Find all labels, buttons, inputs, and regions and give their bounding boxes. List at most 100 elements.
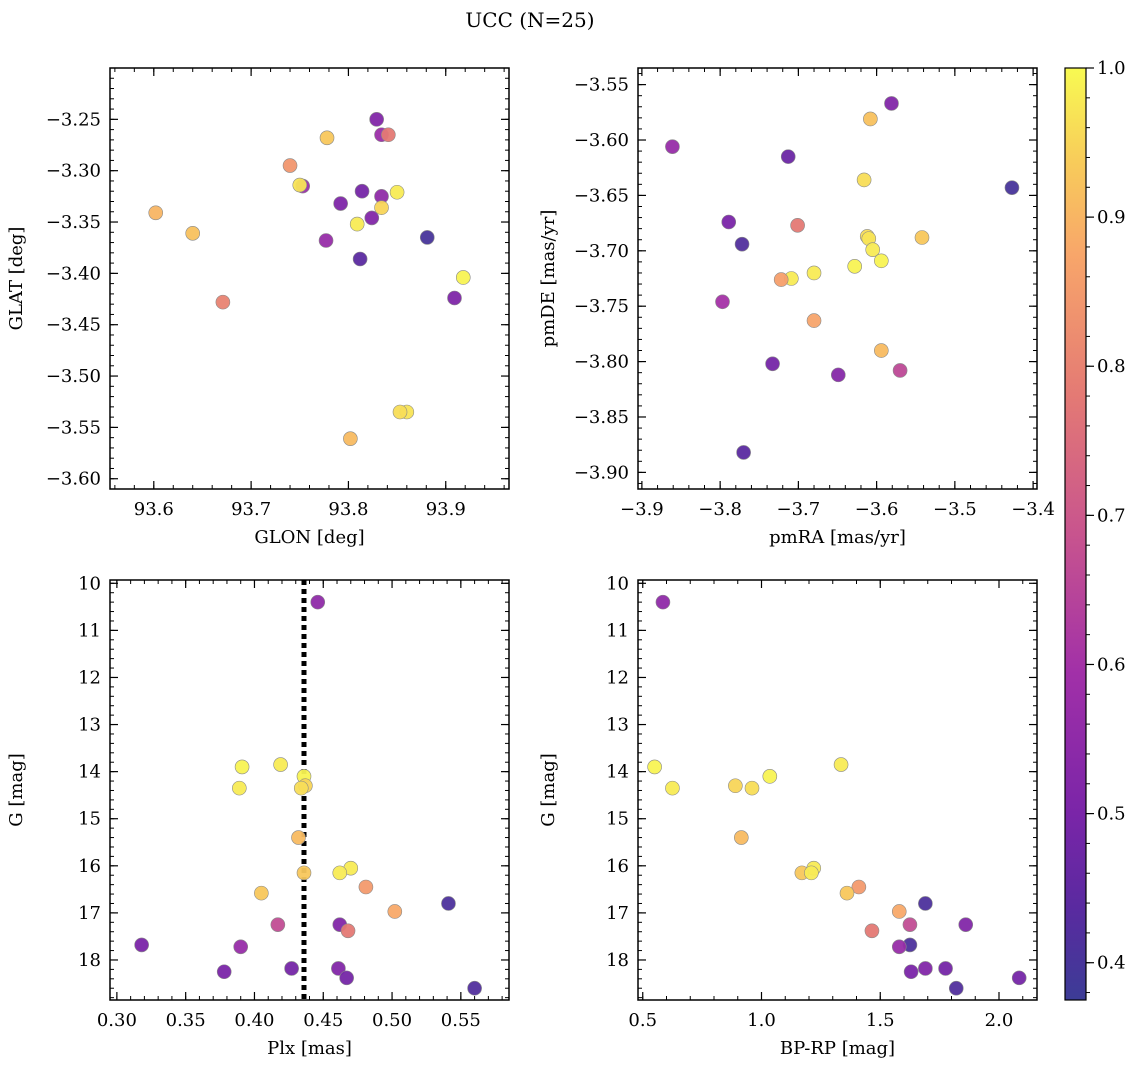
scatter-point <box>833 757 849 772</box>
y-tick-label: 16 <box>606 856 629 877</box>
y-tick-label: −3.80 <box>574 352 629 373</box>
scatter-point <box>938 961 953 976</box>
scatter-point <box>134 937 149 953</box>
scatter-point <box>419 230 435 245</box>
scatter-point <box>374 200 389 215</box>
scatter-point <box>234 759 250 775</box>
x-tick-label: 0.35 <box>166 1010 206 1031</box>
y-tick-label: −3.85 <box>574 407 629 428</box>
scatter-point <box>762 769 778 784</box>
scatter-point <box>369 112 384 127</box>
x-tick-label: 93.7 <box>231 499 271 520</box>
scatter-point <box>780 149 796 164</box>
scatter-point <box>806 313 822 328</box>
scatter-point <box>318 233 334 248</box>
scatter-point <box>354 183 370 199</box>
scatter-point <box>387 904 403 919</box>
scatter-point <box>233 939 249 955</box>
scatter-point <box>352 251 368 267</box>
y-tick-label: −3.25 <box>46 109 101 130</box>
x-tick-label: 0.50 <box>372 1010 412 1031</box>
scatter-point <box>864 923 880 939</box>
scatter-point <box>948 980 964 996</box>
scatter-point <box>856 172 872 188</box>
x-axis-label: pmRA [mas/yr] <box>769 527 906 548</box>
scatter-point <box>891 939 907 955</box>
colorbar-tick-label: 0.4 <box>1097 953 1126 974</box>
colorbar-tick-label: 0.7 <box>1097 505 1126 526</box>
minor-ticks <box>110 67 509 490</box>
minor-ticks <box>638 68 1037 489</box>
scatter-point <box>847 259 863 274</box>
y-tick-label: −3.60 <box>574 130 629 151</box>
scatter-point <box>721 214 737 230</box>
y-tick-label: 17 <box>78 903 101 924</box>
scatter-point <box>291 830 306 845</box>
scatter-point <box>892 363 908 378</box>
y-tick-label: 13 <box>78 715 101 736</box>
x-axis-label: BP-RP [mag] <box>780 1038 895 1059</box>
scatter-point <box>381 127 396 143</box>
x-tick-label: 1.5 <box>866 1010 895 1031</box>
x-tick-label: 0.55 <box>441 1010 481 1031</box>
scatter-point <box>790 218 805 233</box>
x-tick-label: 2.0 <box>985 1010 1014 1031</box>
x-tick-label: 0.5 <box>628 1010 657 1031</box>
scatter-point <box>728 778 743 794</box>
scatter-point <box>319 130 335 146</box>
scatter-point <box>806 265 822 281</box>
y-tick-label: 10 <box>78 573 101 594</box>
y-tick-label: 16 <box>78 856 101 877</box>
scatter-point <box>455 270 471 285</box>
x-tick-label: 93.9 <box>426 499 466 520</box>
scatter-point <box>282 158 298 173</box>
scatter-point <box>310 594 326 610</box>
panel-glon-glat: 93.6 93.7 93.8 93.9 −3.25 −3.30 −3.35 −3.40 −3.4… <box>6 67 510 548</box>
y-tick-label: 13 <box>606 715 629 736</box>
scatter-point <box>865 242 881 257</box>
colorbar-tick-label: 0.5 <box>1097 804 1126 825</box>
scatter-point <box>715 294 730 310</box>
scatter-point <box>349 216 365 232</box>
scatter-point <box>358 879 374 895</box>
x-tick-label: 93.8 <box>328 499 368 520</box>
scatter-point <box>292 177 308 193</box>
scatter-point <box>216 964 232 980</box>
y-tick-label: 18 <box>606 950 629 971</box>
scatter-point <box>185 226 201 241</box>
scatter-point <box>215 294 231 310</box>
scatter-point <box>744 780 760 796</box>
y-tick-label: −3.60 <box>46 469 101 490</box>
scatter-point <box>332 865 348 881</box>
y-tick-label: −3.55 <box>46 417 101 438</box>
scatter-point <box>665 139 680 154</box>
y-tick-label: 11 <box>78 620 101 641</box>
y-tick-label: −3.30 <box>46 161 101 182</box>
colorbar-tick-label: 0.8 <box>1097 356 1126 377</box>
y-axis-label: pmDE [mas/yr] <box>538 210 559 348</box>
x-axis-label: Plx [mas] <box>267 1038 352 1059</box>
scatter-point <box>441 896 456 911</box>
scatter-point <box>655 594 671 610</box>
scatter-point <box>891 904 907 919</box>
x-tick-label: −3.7 <box>777 499 821 520</box>
y-tick-label: −3.65 <box>574 185 629 206</box>
scatter-point <box>340 923 356 939</box>
scatter-point <box>270 917 286 932</box>
scatter-point <box>296 865 312 881</box>
colorbar: 0.4 0.5 0.6 0.7 0.8 0.9 1.0 <box>1064 58 1126 1001</box>
x-tick-label: −3.8 <box>698 499 742 520</box>
plot-frame <box>637 67 1038 490</box>
scatter-point <box>839 885 855 901</box>
scatter-point <box>148 205 164 221</box>
plot-frame <box>109 67 510 490</box>
y-tick-label: −3.55 <box>574 75 629 96</box>
y-tick-label: 12 <box>606 667 629 688</box>
scatter-point <box>918 961 933 976</box>
x-tick-label: −3.9 <box>620 499 664 520</box>
scatter-point <box>736 445 751 460</box>
y-tick-label: −3.50 <box>46 366 101 387</box>
x-tick-label: 0.45 <box>303 1010 343 1031</box>
y-tick-label: −3.90 <box>574 462 629 483</box>
